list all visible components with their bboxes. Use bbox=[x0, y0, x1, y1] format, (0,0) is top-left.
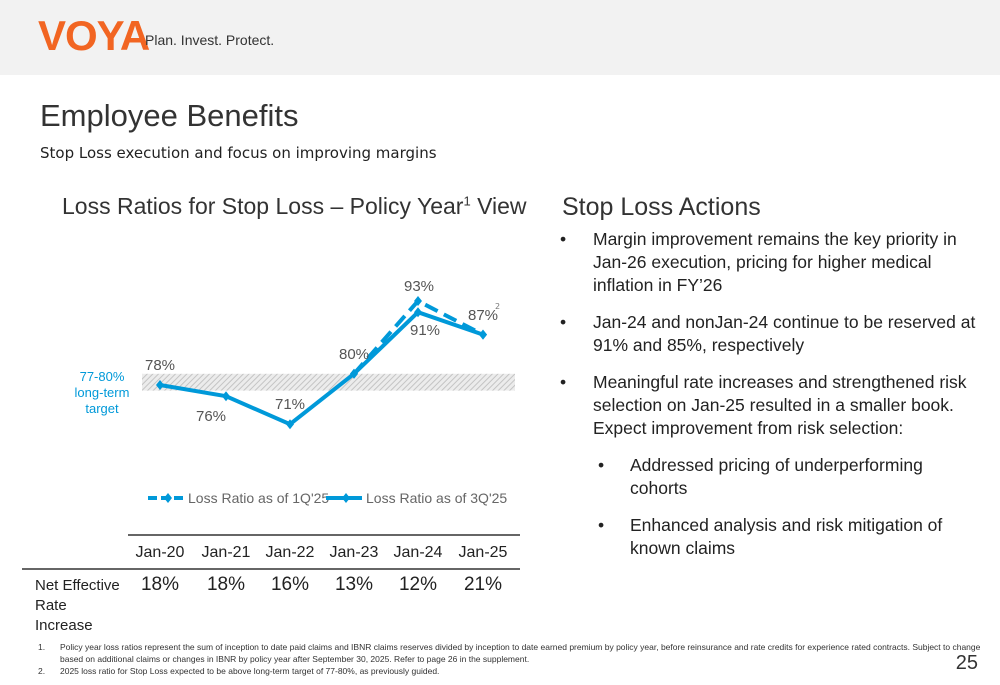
action-item: Jan-24 and nonJan-24 continue to be rese… bbox=[560, 311, 980, 357]
action-item: Margin improvement remains the key prior… bbox=[560, 228, 980, 297]
action-item: Addressed pricing of underperforming coh… bbox=[560, 454, 980, 500]
rate-increase-value: 18% bbox=[207, 574, 245, 595]
voya-logo: VOYA bbox=[38, 12, 150, 59]
series-2-point bbox=[156, 380, 164, 390]
category-label: Jan-25 bbox=[459, 544, 508, 561]
footnote: 2. 2025 loss ratio for Stop Loss expected… bbox=[38, 665, 1000, 677]
series-line-2 bbox=[159, 309, 484, 427]
chart-title-footnote: 1 bbox=[463, 193, 471, 209]
target-band-label: 77-80% bbox=[80, 369, 125, 384]
rate-increase-value: 12% bbox=[399, 574, 437, 595]
data-label: 87% bbox=[468, 307, 498, 324]
footnote: 1. Policy year loss ratios represent the … bbox=[38, 641, 1000, 665]
data-label: 78% bbox=[145, 357, 175, 374]
chart-title-suffix: View bbox=[470, 193, 527, 219]
page-subtitle: Stop Loss execution and focus on improvi… bbox=[40, 144, 437, 162]
category-label: Jan-23 bbox=[330, 544, 379, 561]
series-2-point bbox=[479, 329, 487, 340]
rate-increase-value: 16% bbox=[271, 574, 309, 595]
data-label: 93% bbox=[404, 278, 434, 295]
actions-title: Stop Loss Actions bbox=[562, 193, 761, 221]
actions-list: Margin improvement remains the key prior… bbox=[560, 228, 980, 574]
page-number: 25 bbox=[955, 652, 978, 674]
footnote-text: Policy year loss ratios represent the su… bbox=[60, 642, 981, 664]
series-2-point bbox=[286, 419, 294, 430]
category-label: Jan-22 bbox=[266, 544, 315, 561]
footnote-text: 2025 loss ratio for Stop Loss expected t… bbox=[60, 666, 440, 676]
category-label: Jan-24 bbox=[394, 544, 443, 561]
chart-title-text: Loss Ratios for Stop Loss – Policy Year bbox=[62, 193, 464, 219]
legend-label: Loss Ratio as of 3Q'25 bbox=[366, 490, 507, 506]
category-label: Jan-20 bbox=[136, 544, 185, 561]
data-label: 71% bbox=[275, 396, 305, 413]
legend-marker bbox=[342, 493, 350, 503]
data-label: 80% bbox=[339, 346, 369, 363]
table-row-label: Net Effective bbox=[35, 577, 120, 594]
category-label: Jan-21 bbox=[202, 544, 251, 561]
rate-increase-value: 18% bbox=[141, 574, 179, 595]
target-band bbox=[142, 373, 515, 391]
action-item: Enhanced analysis and risk mitigation of… bbox=[560, 514, 980, 560]
tagline: Plan. Invest. Protect. bbox=[145, 32, 275, 48]
series-2-point bbox=[222, 391, 230, 402]
footnote-number: 1. bbox=[38, 642, 46, 652]
target-band-label: target bbox=[85, 401, 119, 416]
series-2-point bbox=[350, 368, 358, 379]
data-label: 91% bbox=[410, 322, 440, 339]
series-1-point bbox=[414, 296, 422, 306]
data-label: 76% bbox=[196, 408, 226, 425]
page-title: Employee Benefits bbox=[40, 98, 299, 133]
footnote-mark: 2 bbox=[495, 302, 500, 311]
footnotes: 1. Policy year loss ratios represent the … bbox=[38, 641, 1000, 677]
footnote-number: 2. bbox=[38, 666, 46, 676]
rate-increase-value: 21% bbox=[464, 574, 502, 595]
target-band-label: long-term bbox=[75, 385, 130, 400]
header-bar: VOYA Plan. Invest. Protect. bbox=[0, 0, 1000, 75]
action-item: Meaningful rate increases and strengthen… bbox=[560, 371, 980, 440]
table-row-label: Increase bbox=[35, 617, 93, 634]
legend-label: Loss Ratio as of 1Q'25 bbox=[188, 490, 329, 506]
legend-marker bbox=[164, 493, 172, 503]
table-row-label: Rate bbox=[35, 597, 67, 614]
chart-title: Loss Ratios for Stop Loss – Policy Year1… bbox=[62, 193, 527, 220]
series-2-point bbox=[414, 307, 422, 318]
rate-increase-value: 13% bbox=[335, 574, 373, 595]
